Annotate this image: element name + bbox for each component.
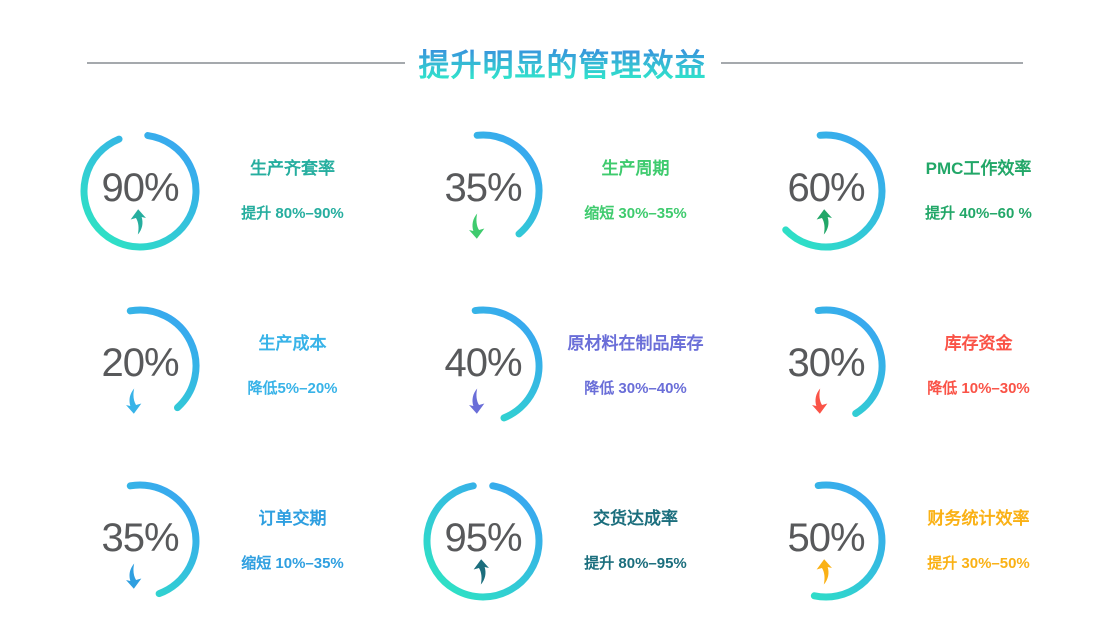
metric-card: 95% 交货达成率 提升 80%–95% <box>413 453 756 623</box>
metric-card: 30% 库存资金 降低 10%–30% <box>756 278 1099 453</box>
metric-title: PMC工作效率 <box>925 158 1032 178</box>
ring-value: 60% <box>787 165 865 210</box>
metric-title: 生产成本 <box>258 333 327 353</box>
progress-arc <box>814 306 886 417</box>
progress-arc <box>80 131 200 250</box>
metric-title: 生产齐套率 <box>250 158 335 178</box>
trend-down-icon <box>464 385 486 415</box>
ring-value: 90% <box>101 165 179 210</box>
metric-range: 降低 10%–30% <box>927 379 1030 397</box>
metric-range: 提升 30%–50% <box>927 554 1030 572</box>
metric-card: 20% 生产成本 降低5%–20% <box>70 278 413 453</box>
metric-title: 财务统计效率 <box>927 508 1030 528</box>
header-rule-right <box>720 61 1023 64</box>
metric-text: 原材料在制品库存 降低 30%–40% <box>548 333 723 399</box>
trend-up-icon <box>815 558 837 588</box>
metrics-grid: 90% 生产齐套率 提升 80%–90% 35% 生产周期 缩短 30%–35% <box>70 103 1099 623</box>
metric-card: 35% 订单交期 缩短 10%–35% <box>70 453 413 623</box>
trend-down-icon <box>121 560 143 590</box>
trend-up-icon <box>472 558 494 588</box>
ring-value: 95% <box>444 515 522 560</box>
metric-range: 提升 80%–90% <box>241 204 344 222</box>
metric-text: 交货达成率 提升 80%–95% <box>548 508 723 574</box>
metric-title: 生产周期 <box>601 158 670 178</box>
progress-arc <box>473 131 543 237</box>
header-rule-left <box>86 61 405 64</box>
metric-title: 交货达成率 <box>593 508 678 528</box>
progress-arc <box>126 306 200 411</box>
metric-text: 财务统计效率 提升 30%–50% <box>891 508 1066 574</box>
trend-down-icon <box>121 385 143 415</box>
metric-text: 生产周期 缩短 30%–35% <box>548 158 723 224</box>
progress-ring: 30% <box>761 301 891 431</box>
metric-text: 生产齐套率 提升 80%–90% <box>205 158 380 224</box>
progress-arc <box>810 481 886 600</box>
metric-range: 提升 40%–60 % <box>925 204 1032 222</box>
progress-arc <box>423 481 543 600</box>
metric-card: 60% PMC工作效率 提升 40%–60 % <box>756 103 1099 278</box>
trend-up-icon <box>815 208 837 238</box>
metric-range: 缩短 30%–35% <box>584 204 687 222</box>
progress-ring: 20% <box>75 301 205 431</box>
metric-range: 降低 30%–40% <box>584 379 687 397</box>
metric-text: PMC工作效率 提升 40%–60 % <box>891 158 1066 224</box>
page-title: 提升明显的管理效益 <box>419 40 707 85</box>
metric-card: 40% 原材料在制品库存 降低 30%–40% <box>413 278 756 453</box>
progress-ring: 50% <box>761 476 891 606</box>
ring-value: 20% <box>101 340 179 385</box>
ring-value: 30% <box>787 340 865 385</box>
metric-title: 原材料在制品库存 <box>567 333 704 353</box>
metric-range: 缩短 10%–35% <box>241 554 344 572</box>
progress-ring: 40% <box>418 301 548 431</box>
progress-arc <box>471 306 543 421</box>
trend-up-icon <box>129 208 151 238</box>
metric-range: 提升 80%–95% <box>584 554 687 572</box>
trend-down-icon <box>464 210 486 240</box>
page-header: 提升明显的管理效益 <box>0 40 1109 85</box>
metric-text: 库存资金 降低 10%–30% <box>891 333 1066 399</box>
progress-arc <box>126 481 200 597</box>
progress-ring: 35% <box>418 126 548 256</box>
metric-card: 90% 生产齐套率 提升 80%–90% <box>70 103 413 278</box>
progress-arc <box>782 131 886 250</box>
ring-value: 40% <box>444 340 522 385</box>
metric-text: 订单交期 缩短 10%–35% <box>205 508 380 574</box>
ring-value: 35% <box>444 165 522 210</box>
metric-text: 生产成本 降低5%–20% <box>205 333 380 399</box>
progress-ring: 35% <box>75 476 205 606</box>
metric-range: 降低5%–20% <box>247 379 338 397</box>
metric-title: 订单交期 <box>258 508 327 528</box>
ring-value: 50% <box>787 515 865 560</box>
metric-title: 库存资金 <box>944 333 1013 353</box>
progress-ring: 90% <box>75 126 205 256</box>
metric-card: 50% 财务统计效率 提升 30%–50% <box>756 453 1099 623</box>
progress-ring: 95% <box>418 476 548 606</box>
metric-card: 35% 生产周期 缩短 30%–35% <box>413 103 756 278</box>
progress-ring: 60% <box>761 126 891 256</box>
trend-down-icon <box>807 385 829 415</box>
ring-value: 35% <box>101 515 179 560</box>
